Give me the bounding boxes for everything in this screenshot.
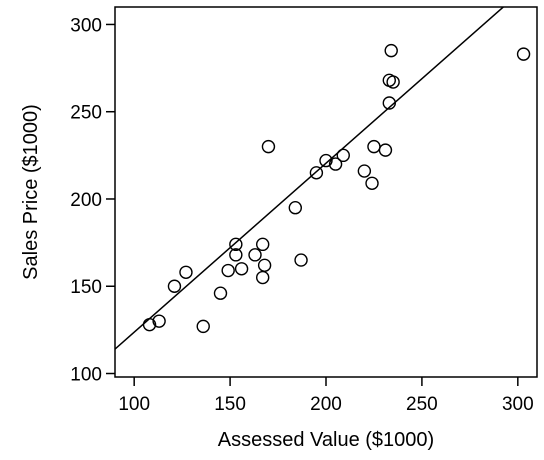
- data-points-layer: [142, 43, 531, 334]
- data-point: [213, 286, 228, 300]
- y-tick-label: 100: [70, 365, 102, 386]
- data-point: [179, 265, 193, 279]
- data-point: [294, 253, 308, 267]
- data-point: [516, 47, 531, 61]
- data-point: [328, 157, 343, 171]
- data-point: [261, 139, 276, 154]
- data-point: [256, 270, 270, 285]
- y-axis-title: Sales Price ($1000): [20, 104, 42, 280]
- plot-frame: [114, 6, 538, 378]
- data-point: [365, 176, 379, 190]
- x-axis: 100 150 200 250 300: [118, 377, 534, 415]
- data-point: [367, 139, 381, 154]
- x-tick-label: 250: [406, 394, 438, 415]
- data-point: [382, 96, 396, 110]
- y-tick-label: 300: [70, 15, 102, 36]
- data-point: [152, 314, 166, 328]
- data-point: [256, 237, 270, 252]
- data-point: [248, 248, 262, 262]
- data-point: [221, 263, 235, 278]
- x-axis-title: Assessed Value ($1000): [218, 429, 434, 451]
- data-point: [196, 319, 210, 334]
- data-point: [386, 75, 400, 89]
- data-point: [142, 317, 157, 332]
- data-point: [229, 237, 243, 252]
- data-point: [378, 143, 393, 157]
- data-point: [288, 201, 303, 215]
- y-tick-label: 150: [70, 277, 102, 298]
- regression-line-layer: [115, 7, 505, 350]
- data-point: [257, 258, 272, 273]
- x-tick-label: 200: [310, 394, 342, 415]
- regression-line: [115, 7, 505, 350]
- data-point: [336, 148, 350, 163]
- data-point: [234, 262, 249, 276]
- data-point: [384, 43, 398, 58]
- data-point: [357, 164, 372, 178]
- data-point: [319, 153, 333, 168]
- y-axis: 100 150 200 250 300: [70, 15, 115, 386]
- data-point: [229, 248, 243, 262]
- x-tick-label: 100: [118, 394, 150, 415]
- data-point: [167, 279, 182, 293]
- y-tick-label: 250: [70, 103, 102, 124]
- x-tick-label: 150: [214, 394, 246, 415]
- y-tick-label: 200: [70, 190, 102, 211]
- x-tick-label: 300: [502, 394, 534, 415]
- data-point: [309, 166, 324, 180]
